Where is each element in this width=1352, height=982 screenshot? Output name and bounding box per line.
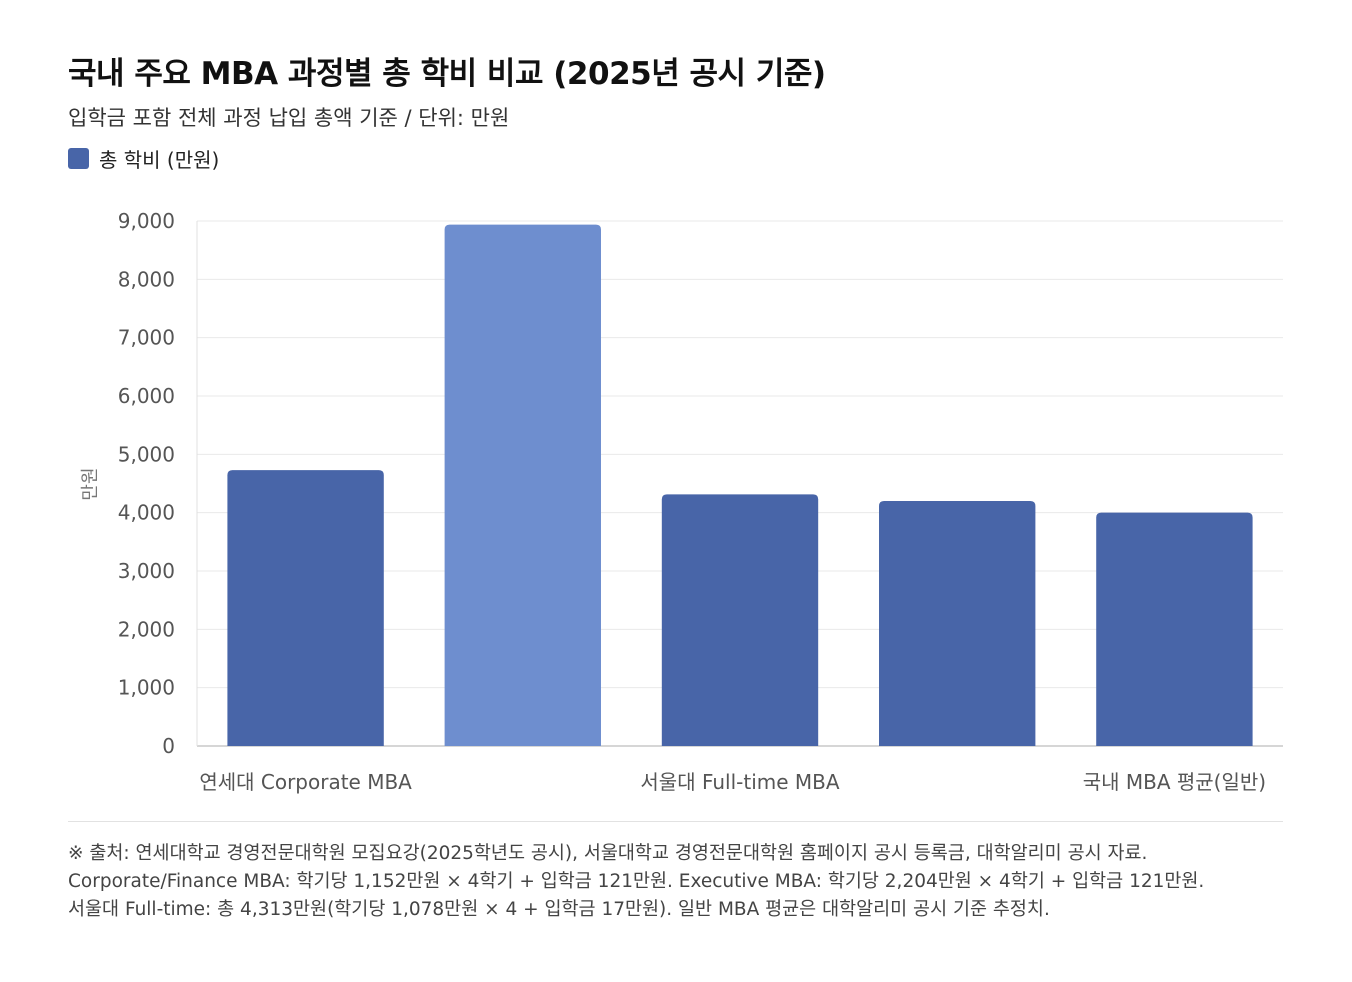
y-tick-label: 6,000 <box>118 384 175 408</box>
y-tick-label: 8,000 <box>118 267 175 291</box>
legend-label: 총 학비 (만원) <box>99 148 220 172</box>
y-tick-label: 2,000 <box>118 617 175 641</box>
chart-title: 국내 주요 MBA 과정별 총 학비 비교 (2025년 공시 기준) <box>68 56 826 92</box>
y-tick-label: 9,000 <box>118 209 175 233</box>
y-axis-label: 만원 <box>80 467 101 500</box>
legend-swatch <box>68 148 89 169</box>
bar <box>1096 512 1253 746</box>
bar <box>227 470 384 746</box>
y-tick-label: 0 <box>162 734 175 758</box>
bar <box>661 494 819 746</box>
y-tick-label: 4,000 <box>118 501 175 525</box>
footnote-line: 서울대 Full-time: 총 4,313만원(학기당 1,078만원 × 4… <box>68 899 1050 920</box>
y-tick-label: 5,000 <box>118 442 175 466</box>
legend: 총 학비 (만원) <box>68 144 219 173</box>
footnote-divider <box>68 821 1283 822</box>
x-tick-labels: 연세대 Corporate MBA 서울대 Full-time MBA 국내 MBA… <box>199 770 1266 794</box>
bar-chart: 0 1,000 2,000 3,000 4,000 5,000 6,000 7,000 8,00… <box>80 209 1283 794</box>
y-tick-label: 7,000 <box>118 326 175 350</box>
bar <box>444 224 601 747</box>
x-tick-label: 연세대 Corporate MBA <box>199 770 412 794</box>
chart-subtitle: 입학금 포함 전체 과정 납입 총액 기준 / 단위: 만원 <box>68 106 510 130</box>
footnote-line: Corporate/Finance MBA: 학기당 1,152만원 × 4학기… <box>68 871 1205 892</box>
x-tick-label: 국내 MBA 평균(일반) <box>1083 770 1266 794</box>
y-tick-labels: 0 1,000 2,000 3,000 4,000 5,000 6,000 7,000 8,00… <box>118 209 175 758</box>
bar <box>879 501 1036 746</box>
bars <box>227 224 1253 747</box>
y-tick-label: 3,000 <box>118 559 175 583</box>
y-tick-label: 1,000 <box>118 676 175 700</box>
footnote: ※ 출처: 연세대학교 경영전문대학원 모집요강(2025학년도 공시), 서울… <box>68 840 1308 924</box>
x-tick-label: 서울대 Full-time MBA <box>640 770 839 794</box>
footnote-line: ※ 출처: 연세대학교 경영전문대학원 모집요강(2025학년도 공시), 서울… <box>68 843 1148 864</box>
